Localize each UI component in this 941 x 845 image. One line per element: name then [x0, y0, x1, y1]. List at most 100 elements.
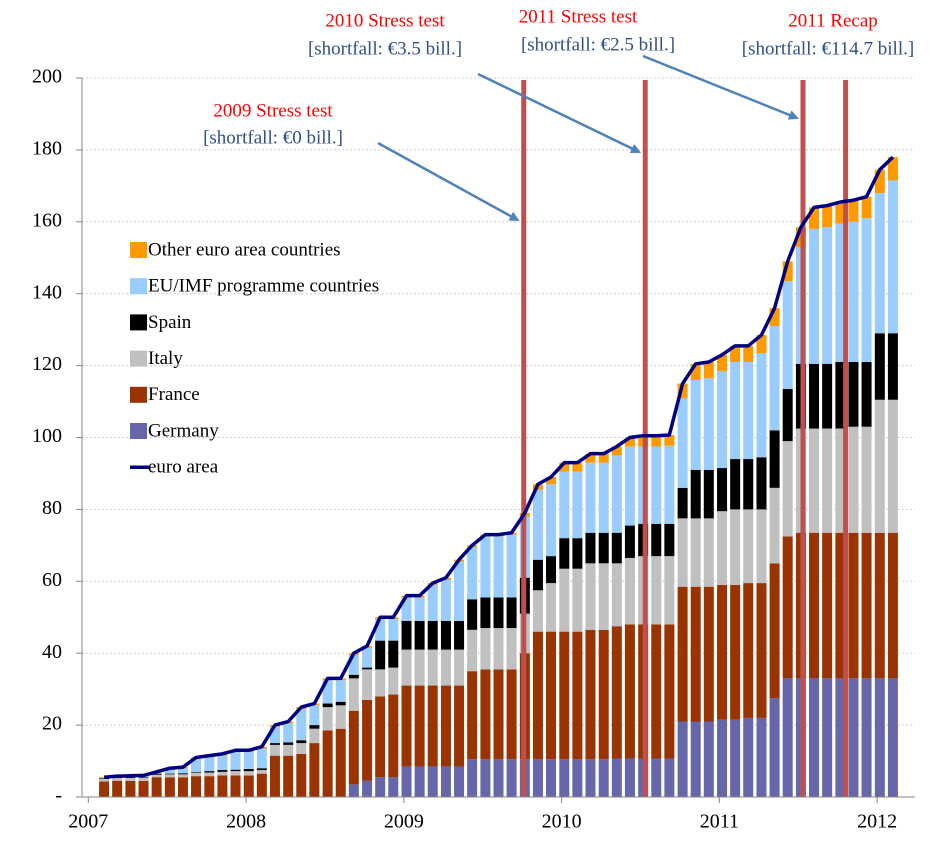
bar-segment — [362, 780, 373, 797]
bar-segment — [717, 719, 728, 797]
bar-segment — [664, 445, 675, 524]
bar-segment — [256, 748, 267, 769]
bar-segment — [375, 696, 386, 778]
y-tick-label: 140 — [32, 281, 62, 303]
bar-segment — [322, 707, 333, 731]
bar-segment — [243, 752, 254, 769]
bar-segment — [401, 649, 412, 686]
bar-segment — [375, 619, 386, 641]
bar-segment — [309, 705, 320, 726]
bar-segment — [598, 629, 609, 760]
bar-segment — [835, 428, 846, 533]
bar-segment — [782, 536, 793, 679]
bar-segment — [598, 462, 609, 533]
bar-segment — [243, 775, 254, 797]
bar-segment — [572, 568, 583, 632]
legend-label: euro area — [148, 457, 219, 478]
bar-segment — [703, 586, 714, 722]
bar-segment — [217, 770, 228, 772]
bar-segment — [467, 599, 478, 630]
bar-segment — [480, 536, 491, 598]
bar-segment — [809, 678, 820, 797]
bar-segment — [427, 766, 438, 797]
legend-swatch — [130, 314, 147, 331]
bar-segment — [454, 561, 465, 621]
x-tick-label: 2008 — [226, 811, 266, 833]
bar-segment — [480, 597, 491, 629]
bar-segment — [362, 699, 373, 781]
annotation-text: [shortfall: €2.5 bill.] — [521, 34, 675, 55]
bar-segment — [99, 779, 110, 782]
bar-segment — [427, 649, 438, 686]
bar-segment — [703, 721, 714, 797]
bar-segment — [848, 678, 859, 797]
bar-segment — [717, 511, 728, 585]
bar-segment — [388, 694, 399, 778]
bar-segment — [204, 776, 215, 797]
legend-swatch — [130, 423, 147, 439]
bar-segment — [874, 532, 885, 679]
bar-segment — [164, 773, 175, 775]
bar-segment — [559, 462, 570, 472]
bar-segment — [309, 743, 320, 797]
bar-segment — [322, 730, 333, 797]
bar-segment — [414, 685, 425, 767]
bar-segment — [756, 583, 767, 718]
bar-segment — [611, 626, 622, 759]
bar-segment — [835, 532, 846, 679]
bar-segment — [177, 777, 188, 797]
bar-segment — [861, 678, 872, 797]
bar-segment — [822, 227, 833, 364]
bar-segment — [585, 453, 596, 463]
bar-segment — [730, 509, 741, 585]
bar-segment — [611, 446, 622, 456]
bar-segment — [769, 487, 780, 564]
bar-segment — [191, 759, 202, 772]
bar-segment — [887, 333, 898, 400]
bar-segment — [624, 557, 635, 625]
bar-segment — [887, 157, 898, 181]
y-tick-label: 200 — [32, 66, 62, 88]
bar-segment — [335, 728, 346, 797]
bar-segment — [177, 774, 188, 778]
bar-segment — [414, 597, 425, 621]
bar-segment — [388, 667, 399, 695]
bar-segment — [769, 698, 780, 797]
x-tick-label: 2010 — [542, 811, 582, 833]
bar-segment — [743, 362, 754, 460]
bar-segment — [414, 766, 425, 797]
bar-segment — [848, 362, 859, 427]
bar-segment — [717, 584, 728, 720]
bar-segment — [493, 669, 504, 760]
bar-segment — [204, 757, 215, 772]
bar-segment — [664, 523, 675, 557]
bar-segment — [874, 333, 885, 400]
legend-label: Germany — [148, 420, 219, 441]
bar-segment — [99, 778, 110, 780]
bar-segment — [177, 768, 188, 774]
bar-segment — [256, 773, 267, 797]
bar-segment — [756, 509, 767, 584]
bar-segment — [362, 669, 373, 700]
bar-segment — [874, 399, 885, 533]
bar-segment — [703, 362, 714, 379]
bar-segment — [243, 768, 254, 772]
legend-swatch — [130, 278, 147, 295]
x-tick-label: 2011 — [700, 811, 739, 833]
bar-segment — [743, 717, 754, 797]
bar-segment — [730, 459, 741, 510]
bar-segment — [690, 379, 701, 470]
bar-segment — [624, 437, 635, 447]
bar-segment — [559, 538, 570, 569]
bar-segment — [467, 629, 478, 672]
bar-segment — [756, 457, 767, 510]
bar-segment — [848, 221, 859, 363]
bar-segment — [572, 538, 583, 569]
bar-segment — [861, 532, 872, 679]
bar-segment — [230, 771, 241, 776]
bar-segment — [243, 771, 254, 776]
bar-segment — [125, 780, 136, 797]
bar-segment — [440, 685, 451, 767]
legend-label: Spain — [148, 312, 192, 333]
bar-segment — [532, 489, 543, 560]
